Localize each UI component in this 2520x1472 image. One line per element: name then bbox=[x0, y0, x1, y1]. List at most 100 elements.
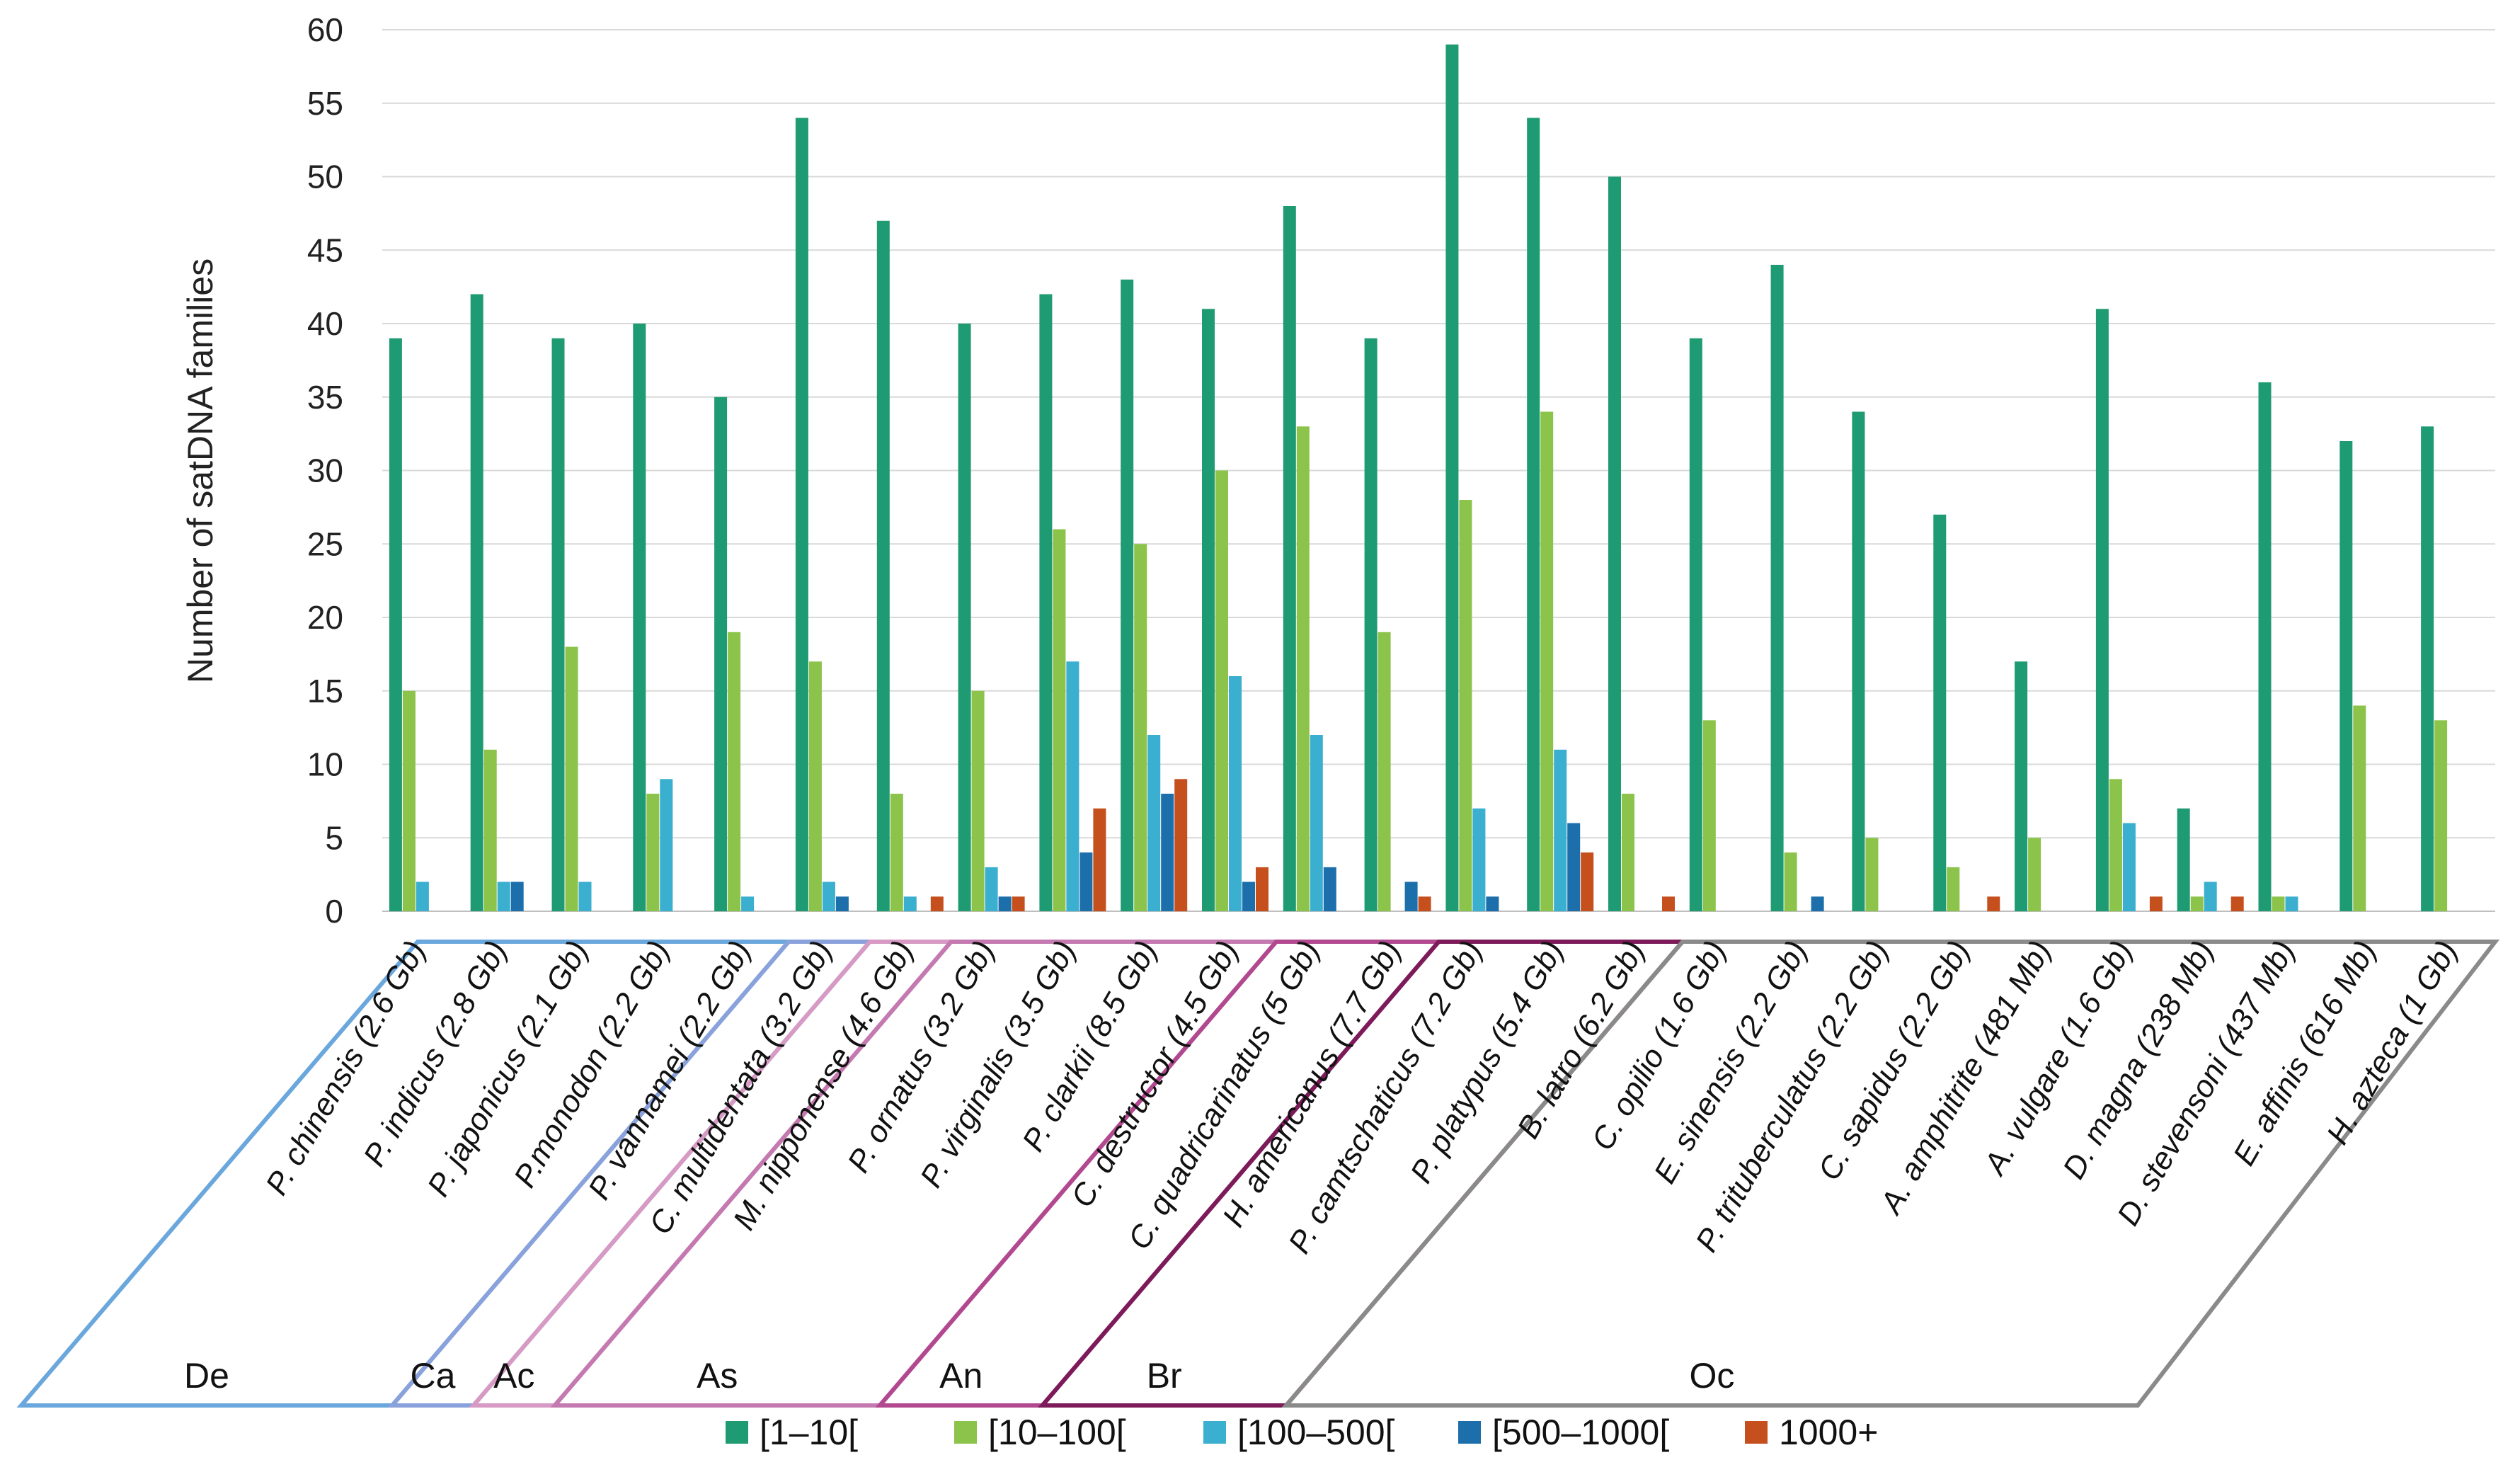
bar bbox=[714, 396, 728, 912]
legend: [1–10[[10–100[[100–500[[500–1000[1000+ bbox=[726, 1413, 1878, 1452]
group-label: Ac bbox=[493, 1356, 534, 1396]
bar bbox=[795, 118, 808, 911]
bar bbox=[402, 690, 416, 912]
bar bbox=[1811, 896, 1824, 912]
bar bbox=[1608, 176, 1621, 911]
bar bbox=[1039, 294, 1053, 911]
bar bbox=[1012, 896, 1025, 912]
category-label: P. indicus (2.8 Gb) bbox=[357, 935, 514, 1173]
bar bbox=[2204, 882, 2217, 911]
category-label: P. virginalis (3.5 Gb) bbox=[914, 935, 1083, 1194]
y-tick-label: 5 bbox=[325, 819, 343, 856]
bar bbox=[1283, 206, 1296, 911]
bar bbox=[890, 794, 903, 911]
bar bbox=[971, 690, 985, 912]
category-label: A. vulgare (1.6 Gb) bbox=[1976, 935, 2139, 1182]
bar bbox=[510, 882, 524, 911]
bar bbox=[1242, 882, 1255, 911]
bar bbox=[551, 338, 565, 912]
legend-label: [100–500[ bbox=[1237, 1413, 1395, 1452]
legend-label: [10–100[ bbox=[988, 1413, 1126, 1452]
y-tick-label: 25 bbox=[307, 525, 343, 562]
category-label: C. sapidus (2.2 Gb) bbox=[1811, 935, 1976, 1187]
category-label: E. affinis (616 Mb) bbox=[2226, 935, 2383, 1172]
group-label: Br bbox=[1147, 1356, 1182, 1396]
bar bbox=[1296, 426, 1310, 912]
y-tick-label: 45 bbox=[307, 232, 343, 268]
bar bbox=[1121, 279, 1134, 912]
y-axis-ticks: 0 5 10 15 20 25 30 35 40 45 50 55 60 bbox=[307, 11, 343, 930]
bar bbox=[985, 867, 998, 912]
bar bbox=[1066, 661, 1079, 912]
bar bbox=[646, 794, 660, 911]
bars bbox=[389, 44, 2448, 912]
group-brackets: De Ca Ac As An Br Oc bbox=[16, 940, 2500, 1408]
bar bbox=[2285, 896, 2298, 912]
bar bbox=[2190, 896, 2204, 912]
bar bbox=[958, 324, 971, 911]
bar bbox=[2177, 808, 2190, 912]
bar bbox=[876, 220, 890, 912]
bar bbox=[998, 896, 1012, 912]
y-axis-label: Number of satDNA families bbox=[181, 258, 220, 683]
bar bbox=[1256, 867, 1268, 912]
legend-label: 1000+ bbox=[1779, 1413, 1878, 1452]
bar bbox=[1702, 720, 1716, 912]
category-labels: P. chinensis (2.6 Gb)P. indicus (2.8 Gb)… bbox=[259, 935, 2464, 1260]
y-tick-label: 40 bbox=[307, 305, 343, 342]
bar bbox=[2421, 426, 2434, 912]
bar bbox=[1784, 852, 1797, 911]
bar bbox=[2028, 838, 2041, 912]
y-tick-label: 60 bbox=[307, 11, 343, 48]
bar bbox=[1147, 735, 1161, 911]
y-tick-label: 50 bbox=[307, 159, 343, 195]
bar bbox=[2109, 779, 2122, 912]
category-label: P.monodon (2.2 Gb) bbox=[508, 935, 677, 1194]
category-label: P. platypus (5.4 Gb) bbox=[1404, 935, 1570, 1189]
bar bbox=[2095, 309, 2109, 912]
bar bbox=[2015, 661, 2028, 912]
group-label: An bbox=[939, 1356, 983, 1396]
legend-swatch bbox=[726, 1421, 748, 1444]
group-label: As bbox=[697, 1356, 738, 1396]
bar bbox=[470, 294, 483, 911]
y-tick-label: 0 bbox=[325, 893, 343, 930]
category-label: D. magna (238 Mb) bbox=[2056, 935, 2221, 1185]
bar bbox=[1852, 411, 1865, 911]
bar bbox=[1378, 632, 1391, 912]
bar bbox=[497, 882, 510, 911]
bar bbox=[1540, 411, 1554, 911]
bar bbox=[1933, 514, 1947, 912]
bar bbox=[930, 896, 944, 912]
bar bbox=[1053, 529, 1066, 911]
group-label: De bbox=[184, 1356, 229, 1396]
bar bbox=[483, 749, 497, 912]
legend-swatch bbox=[1458, 1421, 1481, 1444]
bar bbox=[1865, 838, 1879, 912]
legend-label: [1–10[ bbox=[760, 1413, 858, 1452]
legend-swatch bbox=[1745, 1421, 1768, 1444]
bar bbox=[1093, 808, 1106, 912]
bar bbox=[808, 661, 822, 912]
bar bbox=[416, 882, 429, 911]
category-label: E. sinensis (2.2 Gb) bbox=[1647, 935, 1814, 1189]
bar bbox=[728, 632, 741, 912]
bar bbox=[1418, 896, 1431, 912]
bar bbox=[2258, 382, 2272, 911]
bar bbox=[1229, 676, 1242, 911]
bar bbox=[1202, 309, 1215, 912]
y-tick-label: 35 bbox=[307, 379, 343, 416]
y-tick-label: 30 bbox=[307, 452, 343, 489]
bar bbox=[1404, 882, 1418, 911]
y-tick-label: 55 bbox=[307, 85, 343, 122]
y-tick-label: 10 bbox=[307, 746, 343, 783]
group-label: Oc bbox=[1690, 1356, 1735, 1396]
y-tick-label: 15 bbox=[307, 673, 343, 709]
bar bbox=[1079, 852, 1093, 911]
bar bbox=[2339, 441, 2353, 911]
bar bbox=[2272, 896, 2285, 912]
bar bbox=[1472, 808, 1486, 912]
y-tick-label: 20 bbox=[307, 599, 343, 636]
bar bbox=[1622, 794, 1634, 911]
